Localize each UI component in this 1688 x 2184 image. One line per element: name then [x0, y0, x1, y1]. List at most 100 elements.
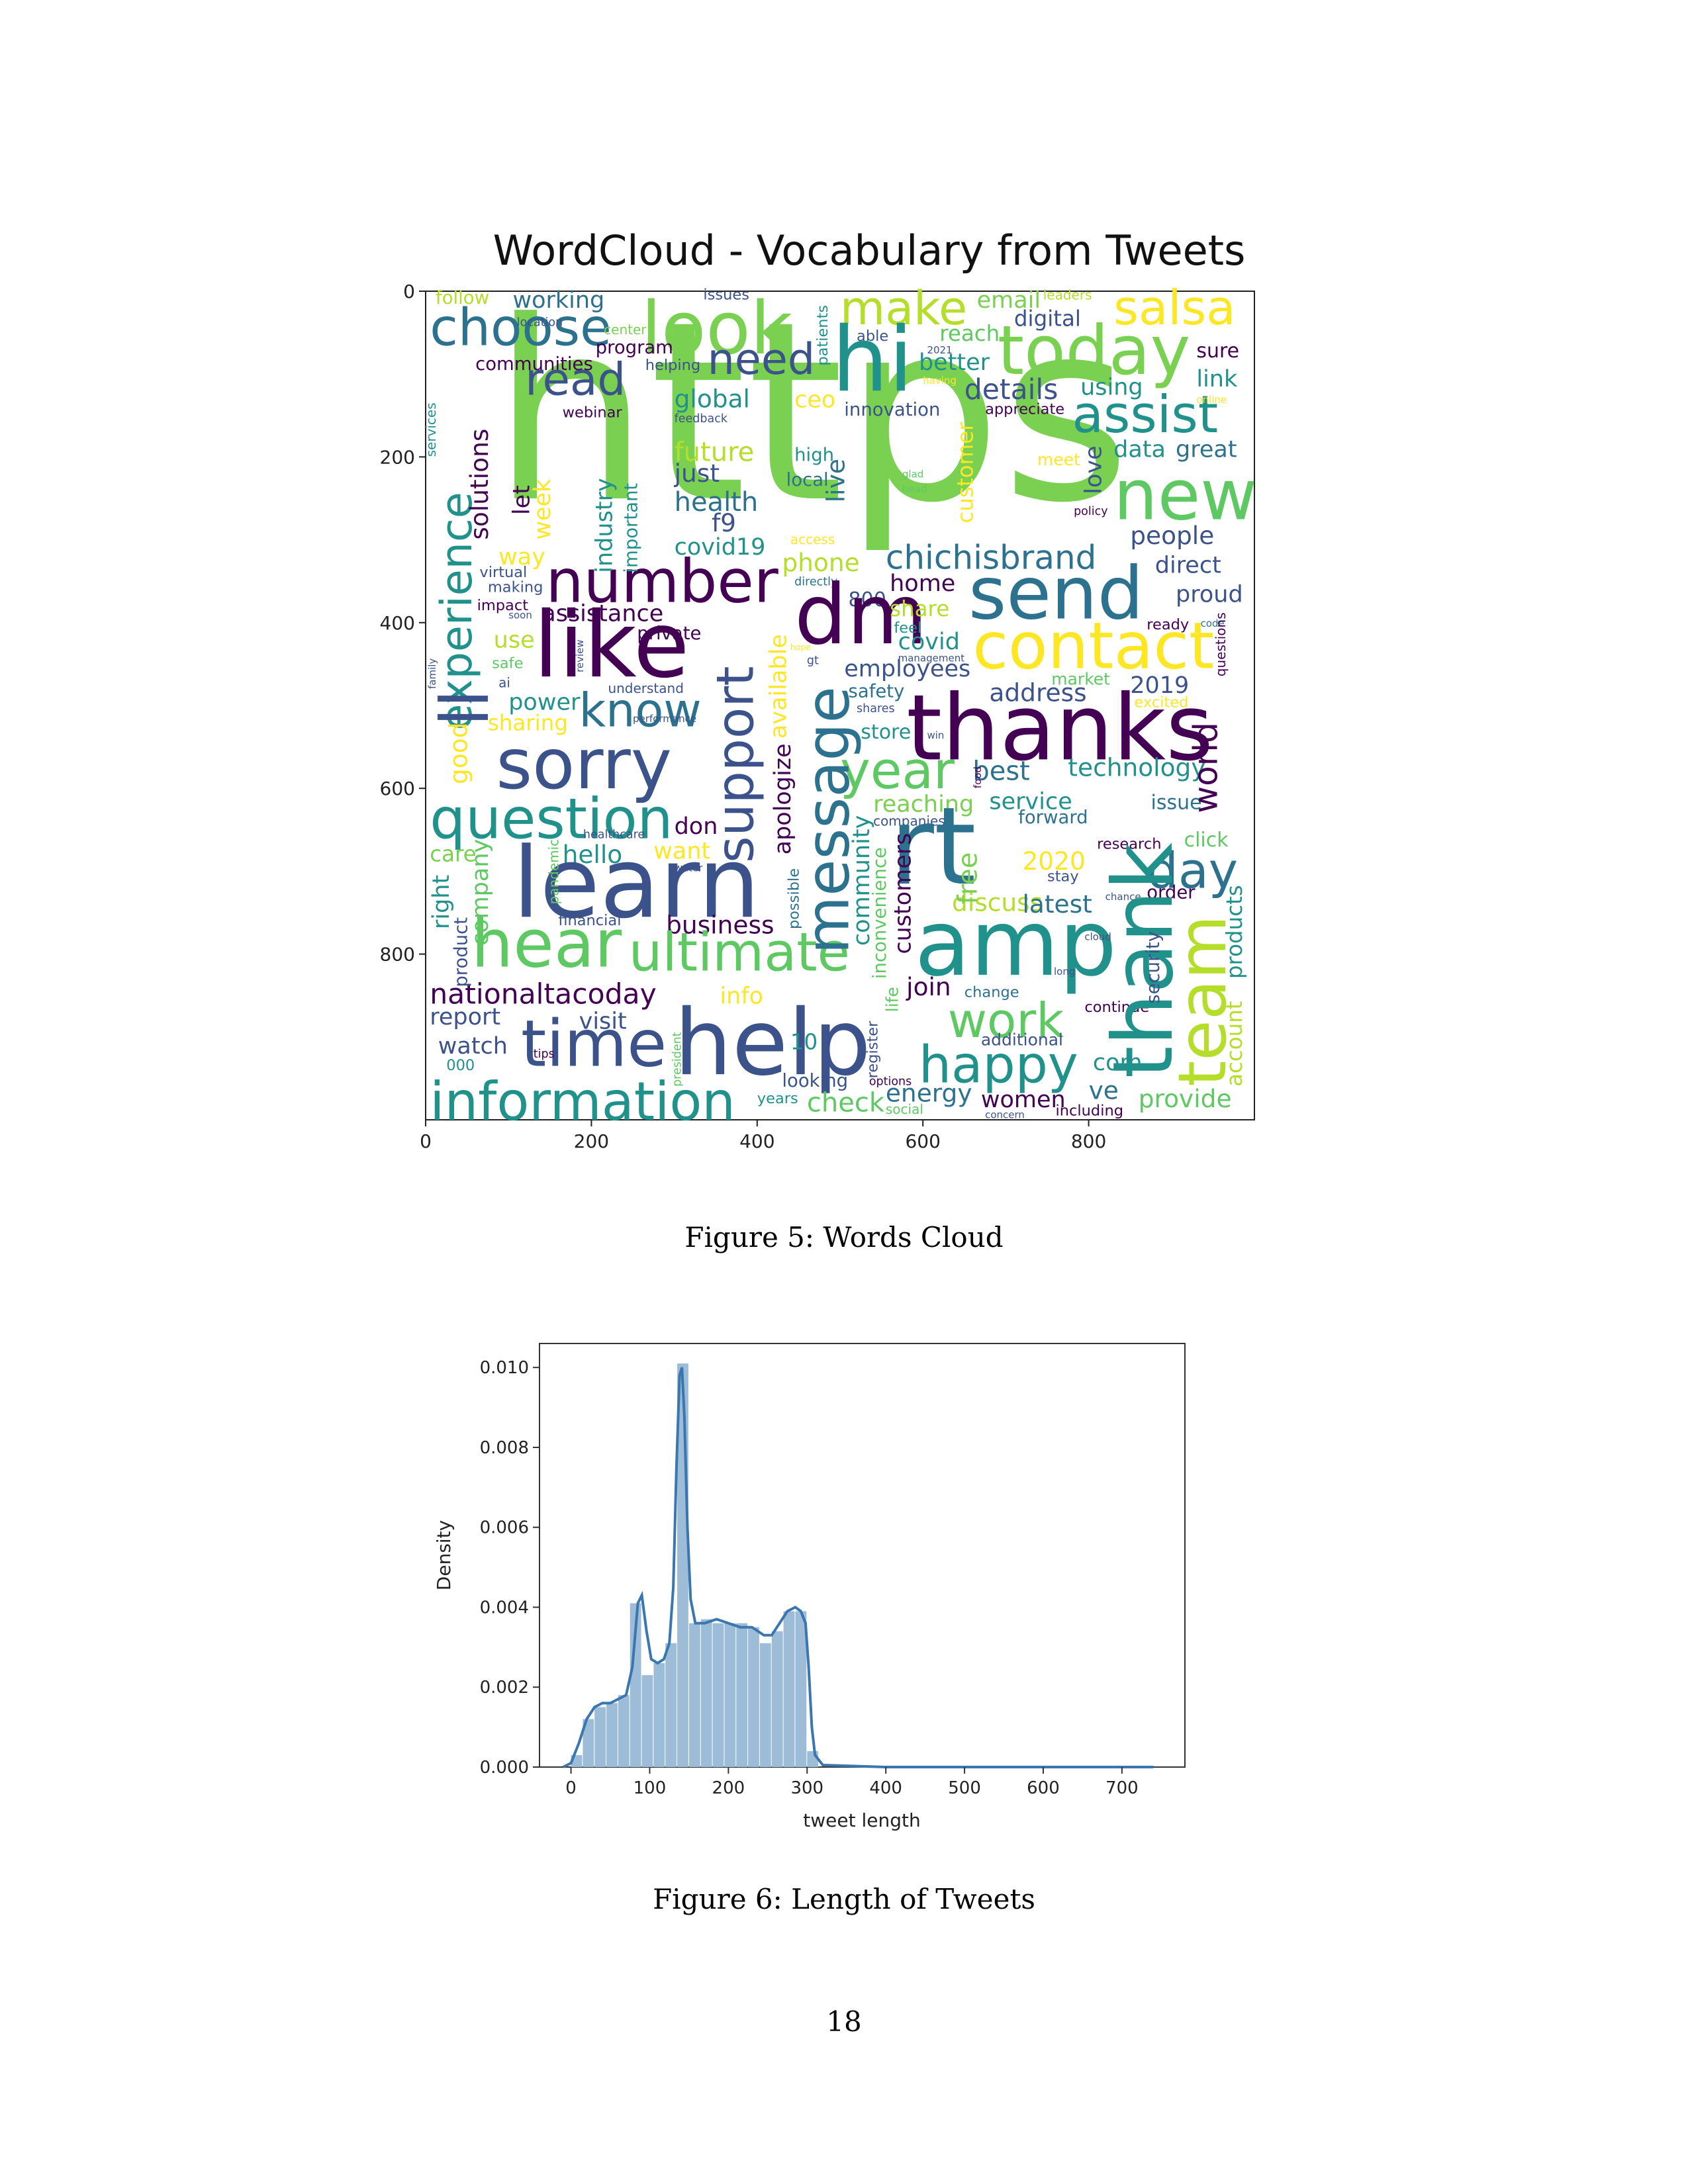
wordcloud-word: gt [807, 654, 819, 667]
wordcloud-word: having [923, 375, 957, 387]
wordcloud-word: companies [873, 813, 945, 829]
wordcloud-word: virtual [479, 564, 527, 581]
wordcloud-word-vertical: president [671, 1032, 684, 1087]
wordcloud-word: forward [1018, 807, 1088, 828]
wordcloud-word: hello [563, 840, 623, 869]
histogram-bars [571, 1363, 819, 1767]
histogram-bar [630, 1603, 641, 1767]
wordcloud-word: time [521, 1006, 667, 1081]
histogram-bar [594, 1707, 606, 1767]
tweet-length-histogram: 0 100 200 300 400 500 600 700 0.0000.0020.0040.… [433, 1343, 1186, 1831]
wordcloud-word: follow [436, 287, 489, 308]
wordcloud-word: people [1130, 521, 1214, 550]
kde-curve [562, 1367, 1154, 1768]
wordcloud-word: 2020 [1022, 846, 1085, 876]
histogram-bar [759, 1643, 771, 1767]
wordcloud-word: just [674, 459, 720, 488]
histogram-bar [665, 1643, 677, 1767]
wordcloud-word: reaching [873, 791, 974, 817]
wordcloud-word: hope [790, 642, 812, 652]
wordcloud-word: day [1147, 841, 1238, 899]
wordcloud-word: salsa [1113, 281, 1236, 336]
wordcloud-word: home [890, 570, 955, 597]
wordcloud-word: center [604, 322, 647, 338]
wordcloud-word: shares [857, 702, 895, 715]
wordcloud-word-vertical: product [451, 917, 472, 987]
wordcloud-word: location [517, 316, 563, 330]
wordcloud-word-vertical: world [1187, 722, 1225, 813]
wordcloud-word-vertical: free [953, 852, 984, 905]
wordcloud-word: able [857, 328, 888, 345]
wordcloud-word-vertical: apologize [770, 743, 796, 854]
wordcloud-word-vertical: support [706, 666, 766, 863]
wordcloud-plot-area [425, 291, 1255, 1120]
wordcloud-word-vertical: review [574, 639, 586, 672]
wordcloud-word: directly [794, 575, 837, 588]
page-number: 18 [826, 2005, 862, 2038]
wordcloud-word: meet [1037, 450, 1080, 469]
wordcloud-word: work [948, 993, 1064, 1049]
wordcloud-word: soon [508, 610, 532, 621]
wordcloud-word: win [927, 729, 944, 741]
wordcloud-word: working [512, 287, 604, 314]
wordcloud-word: 000 [446, 1057, 475, 1074]
y-tick-label: 0.002 [480, 1678, 529, 1698]
wordcloud-word: continue [1084, 999, 1149, 1016]
wordcloud-word: technology [1068, 752, 1205, 782]
wordcloud-word: sure [1196, 340, 1239, 363]
y-tick-label: 400 [380, 612, 415, 634]
wordcloud-word-vertical: account [1222, 1001, 1247, 1086]
wordcloud-word: care [430, 841, 476, 866]
wordcloud-word: sharing [488, 711, 568, 736]
wordcloud-word: happy [919, 1036, 1078, 1095]
wordcloud-word-vertical: questions [1213, 612, 1229, 676]
wordcloud-word: ready [1147, 616, 1189, 633]
wordcloud-word: 800 [849, 588, 886, 612]
histogram-y-axis: 0.000 0.002 0.004 0.006 0.008 0.010 [480, 1358, 539, 1778]
wordcloud-word: discuss [952, 887, 1043, 917]
wordcloud-word: innovation [844, 399, 940, 420]
wordcloud-word: performance [633, 713, 696, 725]
wordcloud-word-vertical: message [794, 686, 863, 954]
wordcloud-word: market [1051, 670, 1110, 689]
wordcloud-word-vertical: team [1164, 915, 1241, 1086]
wordcloud-word: today [998, 312, 1190, 390]
y-tick-label: 0.000 [480, 1758, 529, 1778]
wordcloud-word-vertical: services [423, 402, 439, 457]
wordcloud-word-vertical: register [864, 1021, 881, 1079]
wordcloud-word: contact [972, 608, 1214, 684]
wordcloud-word: options [869, 1075, 912, 1088]
wordcloud-word: click [1184, 829, 1229, 852]
wordcloud-word-vertical: customers [890, 833, 916, 954]
wordcloud-word: digital [1014, 306, 1081, 332]
wordcloud-word: years [757, 1090, 798, 1107]
wordcloud-word-vertical: company [467, 839, 494, 946]
wordcloud-word: feel [894, 619, 921, 637]
wordcloud-word: amp [915, 891, 1117, 997]
wordcloud-word: email [977, 287, 1041, 314]
wordcloud-word: question [430, 786, 673, 852]
histogram-bar [736, 1623, 748, 1767]
wordcloud-word: number [546, 547, 778, 617]
wordcloud-word: details [964, 374, 1058, 406]
wordcloud-word: head [902, 483, 927, 495]
wordcloud-word: latest [1022, 889, 1092, 919]
wordcloud-word: nationaltacoday [430, 979, 657, 1011]
wordcloud-word: provide [1139, 1084, 1232, 1113]
histogram-bar [712, 1623, 724, 1767]
x-tick-label: 0 [420, 1130, 432, 1152]
wordcloud-x-axis: 0 200 400 600 800 [420, 1120, 1106, 1152]
y-axis-label: Density [433, 1520, 455, 1590]
wordcloud-word: check [807, 1087, 885, 1118]
histogram-bar [783, 1611, 795, 1767]
wordcloud-word: year [840, 741, 955, 801]
histogram-bar [795, 1611, 807, 1767]
wordcloud-word: code [1201, 617, 1225, 629]
wordcloud-word: service [989, 789, 1072, 815]
wordcloud-word: make [840, 281, 967, 336]
wordcloud-word: sorry [496, 724, 672, 805]
wordcloud-word: covid [898, 629, 960, 655]
wordcloud-word: management [898, 653, 965, 664]
figure-5-caption: Figure 5: Words Cloud [684, 1221, 1004, 1253]
wordcloud-word-vertical: live [821, 459, 850, 502]
